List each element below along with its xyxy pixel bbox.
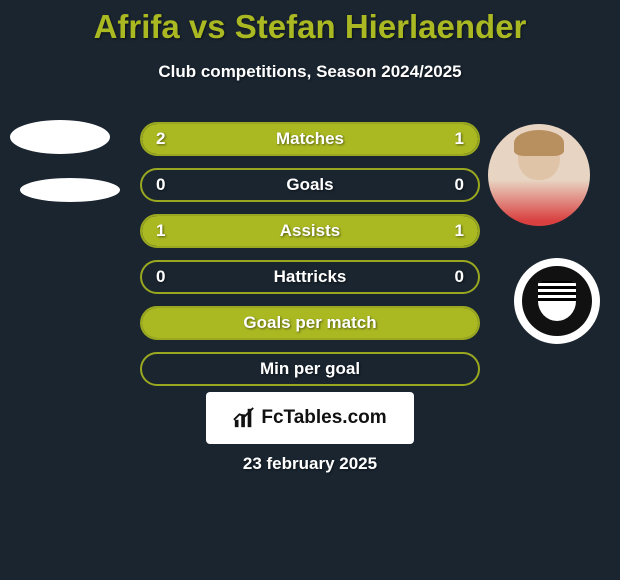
stat-row: Goals per match [140, 306, 480, 340]
stat-value-left: 1 [156, 221, 165, 241]
stat-label: Min per goal [142, 359, 478, 379]
stat-label: Goals [142, 175, 478, 195]
stat-label: Goals per match [142, 313, 478, 333]
stat-value-left: 2 [156, 129, 165, 149]
stat-value-left: 0 [156, 267, 165, 287]
stat-value-left: 0 [156, 175, 165, 195]
stat-row: Min per goal [140, 352, 480, 386]
stat-value-right: 0 [455, 175, 464, 195]
stat-label: Assists [142, 221, 478, 241]
stat-label: Hattricks [142, 267, 478, 287]
stat-label: Matches [142, 129, 478, 149]
stat-value-right: 0 [455, 267, 464, 287]
page-title: Afrifa vs Stefan Hierlaender [0, 8, 620, 46]
player-right-avatar [488, 124, 590, 226]
stat-row: Assists1 1 [140, 214, 480, 248]
brand-text: FcTables.com [261, 407, 386, 429]
page-subtitle: Club competitions, Season 2024/2025 [0, 62, 620, 82]
chart-icon [233, 407, 255, 429]
stat-row: Goals0 0 [140, 168, 480, 202]
club-right-logo [514, 258, 600, 344]
stat-row: Hattricks0 0 [140, 260, 480, 294]
player-left-avatar-placeholder [10, 120, 110, 154]
club-left-logo-placeholder [20, 178, 120, 202]
date-text: 23 february 2025 [0, 454, 620, 474]
stat-value-right: 1 [455, 221, 464, 241]
stat-row: Matches2 1 [140, 122, 480, 156]
stat-value-right: 1 [455, 129, 464, 149]
brand-badge[interactable]: FcTables.com [206, 392, 414, 444]
